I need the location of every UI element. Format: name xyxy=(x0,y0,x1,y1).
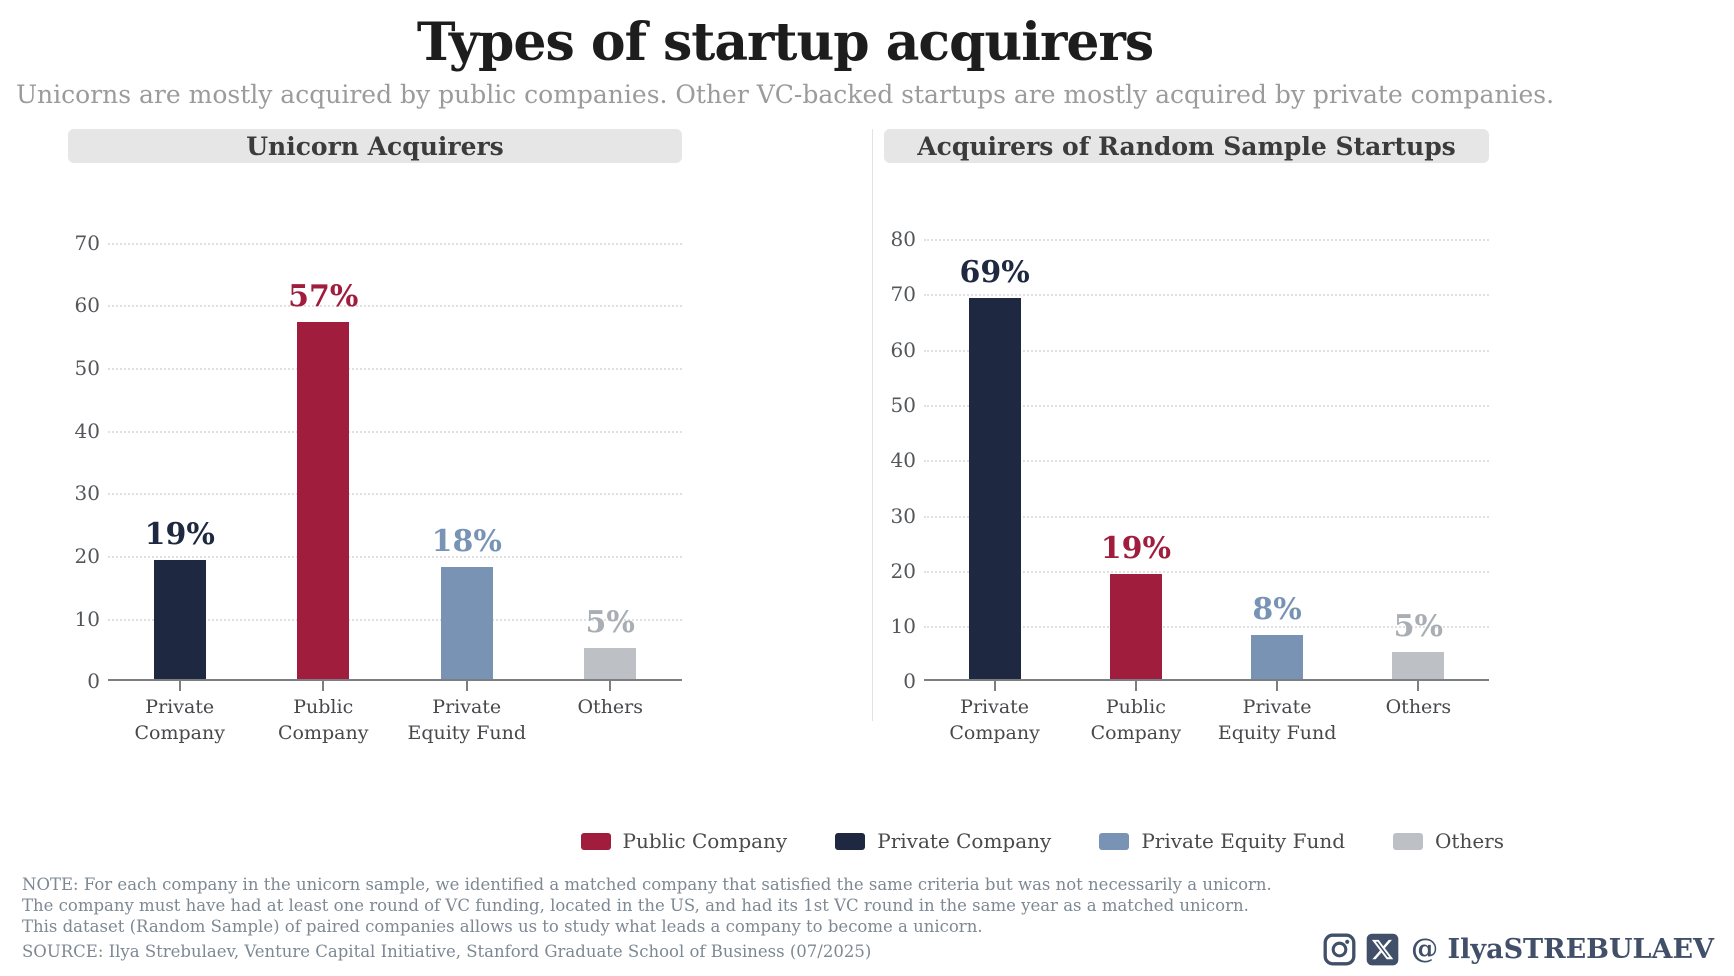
chart-header-random-sample: Acquirers of Random Sample Startups xyxy=(884,129,1489,164)
social-links: @ IlyaSTREBULAEV xyxy=(1323,933,1714,966)
legend-swatch xyxy=(1099,832,1130,850)
legend: Public Company Private Company Private Equ… xyxy=(0,829,1734,853)
page-subtitle: Unicorns are mostly acquired by public c… xyxy=(15,80,1555,110)
bar-value-label: 19% xyxy=(1100,531,1171,567)
bar-public-company xyxy=(1109,574,1162,680)
y-tick-label: 40 xyxy=(890,448,916,473)
legend-item-public-company: Public Company xyxy=(580,829,788,854)
x-category-label: Public Company xyxy=(1090,696,1182,745)
x-category-label: Private Company xyxy=(134,696,225,745)
bar-value-label: 18% xyxy=(431,523,502,559)
legend-item-private-equity-fund: Private Equity Fund xyxy=(1099,829,1345,853)
y-tick-label: 10 xyxy=(74,606,100,631)
y-tick-label: 30 xyxy=(74,481,100,506)
legend-label: Others xyxy=(1435,829,1504,854)
chart-title: Acquirers of Random Sample Startups xyxy=(917,131,1456,161)
bar-value-label: 8% xyxy=(1252,592,1302,628)
bar-value-label: 5% xyxy=(585,605,635,641)
note-block: NOTE: For each company in the unicorn sa… xyxy=(0,875,1734,961)
y-tick-label: 50 xyxy=(74,356,100,381)
legend-swatch xyxy=(1393,832,1424,850)
x-category-label: Others xyxy=(577,696,644,719)
chart-panel-unicorn-acquirers: Unicorn Acquirers 0 10 20 30 40 50 60 70 19% Priv… xyxy=(68,129,682,744)
x-category-label: Private Company xyxy=(949,696,1040,745)
legend-swatch xyxy=(835,832,866,850)
y-tick-label: 20 xyxy=(74,544,100,569)
y-tick-label: 0 xyxy=(903,669,916,694)
bar-value-label: 69% xyxy=(959,254,1030,290)
grid-line xyxy=(108,368,682,371)
source-text: SOURCE: Ilya Strebulaev, Venture Capital… xyxy=(22,942,872,962)
instagram-icon[interactable] xyxy=(1323,933,1356,966)
bar-public-company xyxy=(297,322,350,680)
y-tick-label: 60 xyxy=(74,293,100,318)
bar-value-label: 57% xyxy=(288,279,359,315)
y-tick-label: 40 xyxy=(74,418,100,443)
grid-line xyxy=(108,430,682,433)
y-tick-label: 30 xyxy=(890,503,916,528)
x-axis-tick xyxy=(178,681,181,692)
x-axis-tick xyxy=(993,681,996,692)
chart-header-unicorn-acquirers: Unicorn Acquirers xyxy=(68,129,682,164)
grid-line xyxy=(924,239,1489,242)
x-axis-tick xyxy=(609,681,612,692)
x-axis-tick xyxy=(1417,681,1420,692)
x-icon[interactable] xyxy=(1366,933,1399,966)
note-text: NOTE: For each company in the unicorn sa… xyxy=(22,875,1272,937)
legend-swatch xyxy=(580,832,611,850)
bar-private-company xyxy=(153,560,206,680)
x-axis-tick xyxy=(465,681,468,692)
legend-item-private-company: Private Company xyxy=(835,829,1051,853)
chart-panel-random-sample: Acquirers of Random Sample Startups 0 10 2… xyxy=(884,129,1489,744)
social-handle[interactable]: @ IlyaSTREBULAEV xyxy=(1411,934,1714,965)
legend-label: Private Equity Fund xyxy=(1141,829,1346,854)
y-tick-label: 70 xyxy=(890,282,916,307)
bar-plot-random-sample: 0 10 20 30 40 50 60 70 80 69% Private Company 19% Pu… xyxy=(891,211,1489,744)
panel-divider xyxy=(872,129,873,722)
bar-value-label: 19% xyxy=(144,517,215,553)
x-category-label: Public Company xyxy=(278,696,369,745)
x-axis-tick xyxy=(1276,681,1279,692)
legend-item-others: Others xyxy=(1393,829,1504,853)
y-tick-label: 0 xyxy=(87,669,100,694)
y-tick-label: 80 xyxy=(890,227,916,252)
grid-line xyxy=(924,460,1489,463)
chart-title: Unicorn Acquirers xyxy=(246,131,504,161)
header-block: Types of startup acquirers Unicorns are … xyxy=(0,0,1570,109)
x-axis-tick xyxy=(1134,681,1137,692)
grid-line xyxy=(924,349,1489,352)
bar-others xyxy=(1392,651,1445,680)
x-category-label: Others xyxy=(1385,696,1452,719)
grid-line xyxy=(108,493,682,496)
grid-line xyxy=(924,570,1489,573)
grid-line xyxy=(924,515,1489,518)
legend-label: Private Company xyxy=(877,829,1052,854)
y-tick-label: 10 xyxy=(890,614,916,639)
bar-private-equity-fund xyxy=(440,566,493,680)
bar-private-company xyxy=(968,297,1021,680)
y-tick-label: 20 xyxy=(890,558,916,583)
y-tick-label: 60 xyxy=(890,337,916,362)
bar-value-label: 5% xyxy=(1393,608,1444,644)
x-category-label: Private Equity Fund xyxy=(1217,696,1337,745)
grid-line xyxy=(108,618,682,621)
x-category-label: Private Equity Fund xyxy=(407,696,527,745)
legend-label: Public Company xyxy=(622,829,788,854)
grid-line xyxy=(924,404,1489,407)
y-tick-label: 50 xyxy=(890,392,916,417)
charts-row: Unicorn Acquirers 0 10 20 30 40 50 60 70 19% Priv… xyxy=(0,129,1734,744)
page-title: Types of startup acquirers xyxy=(416,12,1154,73)
grid-line xyxy=(108,305,682,308)
bar-others xyxy=(584,648,637,680)
grid-line xyxy=(924,626,1489,629)
y-tick-label: 70 xyxy=(74,230,100,255)
divider-wrap xyxy=(682,129,884,722)
grid-line xyxy=(924,294,1489,297)
bar-private-equity-fund xyxy=(1251,635,1304,680)
bar-plot-unicorn-acquirers: 0 10 20 30 40 50 60 70 19% Private Company 57% Publ… xyxy=(75,211,682,744)
x-axis-tick xyxy=(322,681,325,692)
grid-line xyxy=(108,242,682,245)
grid-line xyxy=(108,556,682,559)
